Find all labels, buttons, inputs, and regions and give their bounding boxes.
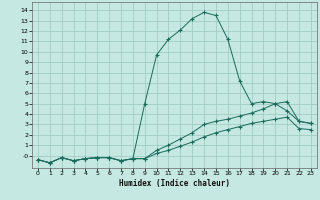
X-axis label: Humidex (Indice chaleur): Humidex (Indice chaleur) (119, 179, 230, 188)
